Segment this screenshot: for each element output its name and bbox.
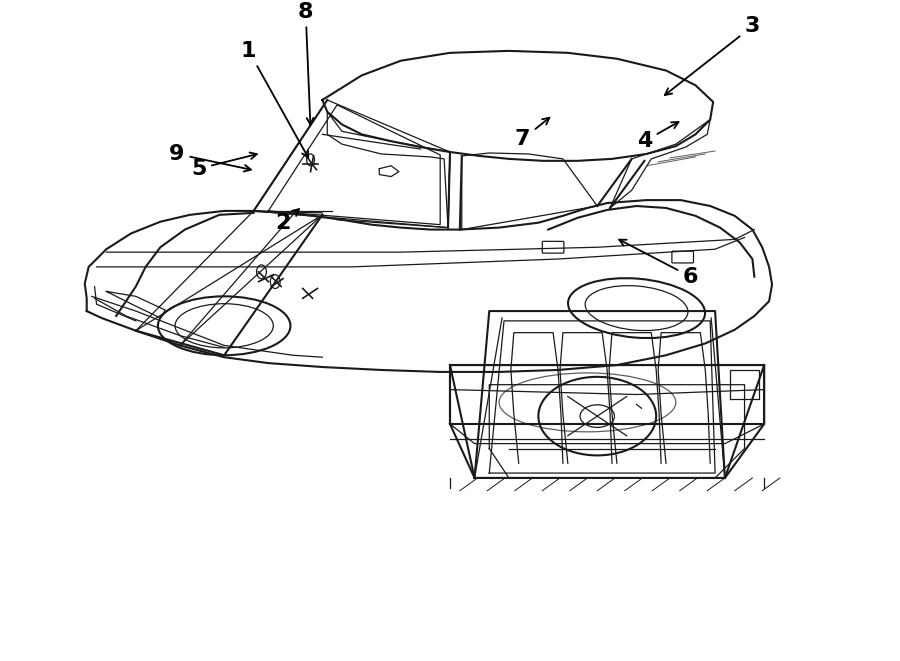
Text: 9: 9 — [169, 144, 251, 172]
Text: 7: 7 — [515, 118, 549, 149]
Text: 1: 1 — [241, 41, 308, 157]
Text: 5: 5 — [191, 153, 256, 178]
Text: 4: 4 — [636, 122, 679, 151]
Text: 6: 6 — [619, 240, 698, 287]
Text: 2: 2 — [275, 209, 299, 233]
Text: 8: 8 — [298, 1, 313, 125]
Text: 3: 3 — [665, 17, 760, 95]
